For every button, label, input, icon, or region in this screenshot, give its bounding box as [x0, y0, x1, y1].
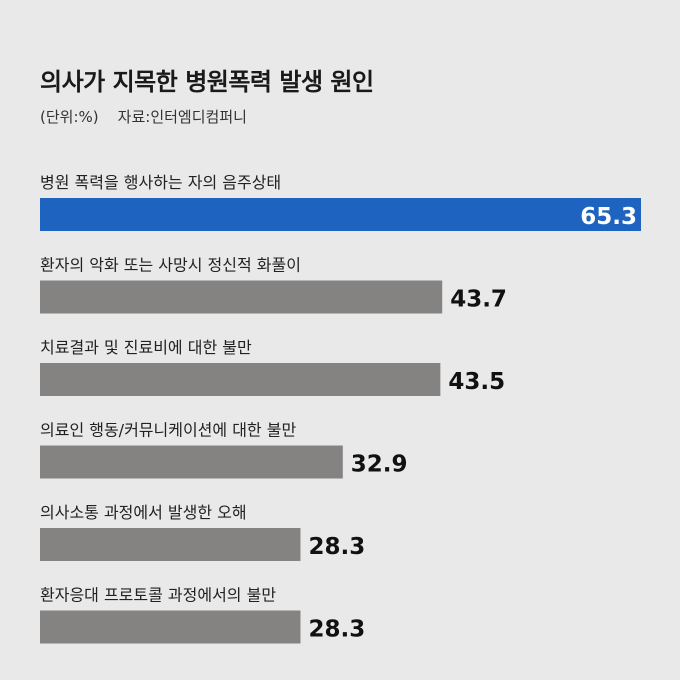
- category-label: 환자의 악화 또는 사망시 정신적 화풀이: [40, 256, 301, 275]
- value-label: 32.9: [351, 452, 408, 478]
- category-label: 의사소통 과정에서 발생한 오해: [40, 503, 247, 522]
- value-label: 65.3: [580, 204, 637, 230]
- bar: [40, 363, 441, 396]
- bar: [40, 280, 443, 314]
- value-label: 28.3: [308, 617, 365, 643]
- bar: [40, 610, 301, 644]
- category-label: 의료인 행동/커뮤니케이션에 대한 불만: [40, 421, 296, 440]
- value-label: 43.7: [450, 287, 507, 313]
- category-label: 병원 폭력을 행사하는 자의 음주상태: [40, 173, 281, 192]
- value-label: 28.3: [308, 534, 365, 560]
- bar: [40, 445, 343, 479]
- chart-title: 의사가 지목한 병원폭력 발생 원인: [40, 68, 374, 96]
- bar: [40, 528, 301, 561]
- category-label: 환자응대 프로토콜 과정에서의 불만: [40, 586, 276, 605]
- value-label: 43.5: [448, 369, 505, 395]
- category-label: 치료결과 및 진료비에 대한 불만: [40, 338, 252, 357]
- chart-subtitle: (단위:%) 자료:인터엠디컴퍼니: [40, 108, 247, 126]
- bar-highlight: [40, 198, 641, 231]
